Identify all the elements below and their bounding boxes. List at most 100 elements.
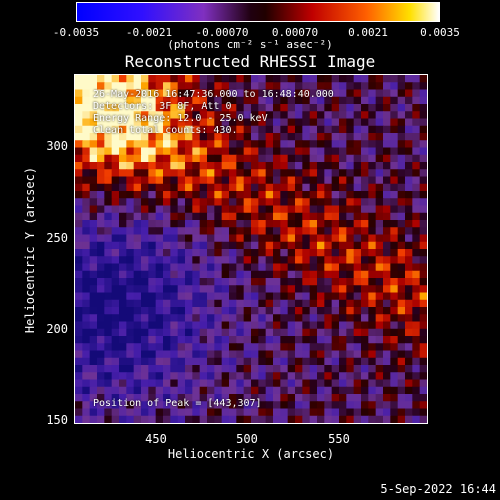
heatmap-pixel bbox=[82, 299, 91, 308]
heatmap-pixel bbox=[207, 307, 215, 315]
heatmap-pixel bbox=[141, 133, 149, 141]
heatmap-pixel bbox=[155, 292, 164, 301]
heatmap-pixel bbox=[309, 270, 318, 279]
heatmap-pixel bbox=[287, 343, 296, 352]
heatmap-pixel bbox=[199, 104, 208, 112]
heatmap-pixel bbox=[104, 147, 113, 156]
heatmap-pixel bbox=[361, 205, 369, 214]
heatmap-pixel bbox=[177, 343, 186, 352]
heatmap-pixel bbox=[375, 169, 384, 178]
heatmap-pixel bbox=[192, 176, 201, 185]
heatmap-pixel bbox=[155, 343, 164, 352]
heatmap-pixel bbox=[207, 270, 215, 279]
heatmap-pixel bbox=[199, 299, 208, 308]
heatmap-pixel bbox=[317, 256, 325, 265]
heatmap-pixel bbox=[111, 241, 120, 250]
heatmap-pixel bbox=[287, 307, 296, 315]
heatmap-pixel bbox=[368, 408, 377, 417]
heatmap-pixel bbox=[243, 307, 252, 315]
heatmap-pixel bbox=[243, 321, 252, 330]
heatmap-pixel bbox=[251, 394, 259, 402]
heatmap-pixel bbox=[280, 357, 289, 366]
heatmap-pixel bbox=[111, 75, 120, 83]
heatmap-pixel bbox=[141, 401, 149, 410]
heatmap-pixel bbox=[185, 401, 193, 410]
heatmap-pixel bbox=[331, 241, 340, 250]
heatmap-pixel bbox=[353, 249, 362, 257]
heatmap-pixel bbox=[104, 198, 113, 207]
heatmap-pixel bbox=[133, 104, 142, 112]
heatmap-pixel bbox=[412, 292, 421, 301]
heatmap-pixel bbox=[236, 183, 245, 192]
heatmap-pixel bbox=[361, 263, 369, 272]
heatmap-pixel bbox=[97, 365, 105, 373]
heatmap-pixel bbox=[82, 394, 91, 402]
heatmap-pixel bbox=[412, 104, 421, 112]
heatmap-pixel bbox=[236, 75, 245, 83]
heatmap-pixel bbox=[148, 379, 157, 388]
heatmap-pixel bbox=[397, 133, 406, 141]
heatmap-pixel bbox=[75, 299, 83, 308]
heatmap-pixel bbox=[295, 205, 303, 214]
heatmap-pixel bbox=[287, 169, 296, 178]
heatmap-pixel bbox=[331, 365, 340, 373]
heatmap-pixel bbox=[104, 372, 113, 381]
heatmap-pixel bbox=[185, 415, 193, 423]
heatmap-pixel bbox=[251, 162, 259, 170]
heatmap-pixel bbox=[207, 183, 215, 192]
heatmap-pixel bbox=[251, 191, 259, 199]
heatmap-pixel bbox=[419, 162, 427, 170]
heatmap-pixel bbox=[163, 386, 171, 395]
heatmap-pixel bbox=[317, 336, 325, 344]
heatmap-pixel bbox=[89, 104, 98, 112]
heatmap-pixel bbox=[397, 408, 406, 417]
heatmap-pixel bbox=[339, 314, 347, 323]
heatmap-pixel bbox=[280, 82, 289, 91]
heatmap-pixel bbox=[163, 270, 171, 279]
heatmap-pixel bbox=[353, 241, 362, 250]
heatmap-pixel bbox=[405, 336, 413, 344]
heatmap-pixel bbox=[346, 249, 355, 257]
heatmap-pixel bbox=[229, 357, 237, 366]
heatmap-pixel bbox=[207, 350, 215, 359]
heatmap-pixel bbox=[317, 285, 325, 294]
heatmap-pixel bbox=[89, 401, 98, 410]
heatmap-pixel bbox=[295, 133, 303, 141]
heatmap-pixel bbox=[383, 386, 391, 395]
heatmap-pixel bbox=[214, 125, 223, 134]
heatmap-pixel bbox=[317, 82, 325, 91]
heatmap-pixel bbox=[126, 162, 135, 170]
heatmap-pixel bbox=[214, 401, 223, 410]
heatmap-pixel bbox=[412, 299, 421, 308]
heatmap-pixel bbox=[317, 140, 325, 149]
heatmap-pixel bbox=[412, 75, 421, 83]
heatmap-pixel bbox=[192, 263, 201, 272]
heatmap-pixel bbox=[331, 336, 340, 344]
heatmap-pixel bbox=[419, 249, 427, 257]
heatmap-pixel bbox=[119, 314, 127, 323]
heatmap-pixel bbox=[258, 133, 267, 141]
heatmap-pixel bbox=[273, 328, 281, 337]
heatmap-pixel bbox=[302, 372, 311, 381]
heatmap-pixel bbox=[221, 336, 230, 344]
heatmap-pixel bbox=[346, 234, 355, 243]
heatmap-pixel bbox=[126, 328, 135, 337]
heatmap-pixel bbox=[368, 386, 377, 395]
heatmap-pixel bbox=[287, 299, 296, 308]
heatmap-pixel bbox=[104, 162, 113, 170]
heatmap-pixel bbox=[353, 270, 362, 279]
heatmap-pixel bbox=[207, 241, 215, 250]
heatmap-pixel bbox=[75, 321, 83, 330]
heatmap-pixel bbox=[383, 408, 391, 417]
heatmap-pixel bbox=[331, 249, 340, 257]
heatmap-pixel bbox=[280, 372, 289, 381]
heatmap-pixel bbox=[221, 249, 230, 257]
heatmap-pixel bbox=[192, 299, 201, 308]
y-tick-label: 250 bbox=[46, 231, 68, 245]
heatmap-pixel bbox=[419, 205, 427, 214]
heatmap-pixel bbox=[111, 162, 120, 170]
heatmap-pixel bbox=[375, 249, 384, 257]
heatmap-pixel bbox=[155, 285, 164, 294]
heatmap-pixel bbox=[339, 372, 347, 381]
heatmap-pixel bbox=[199, 314, 208, 323]
